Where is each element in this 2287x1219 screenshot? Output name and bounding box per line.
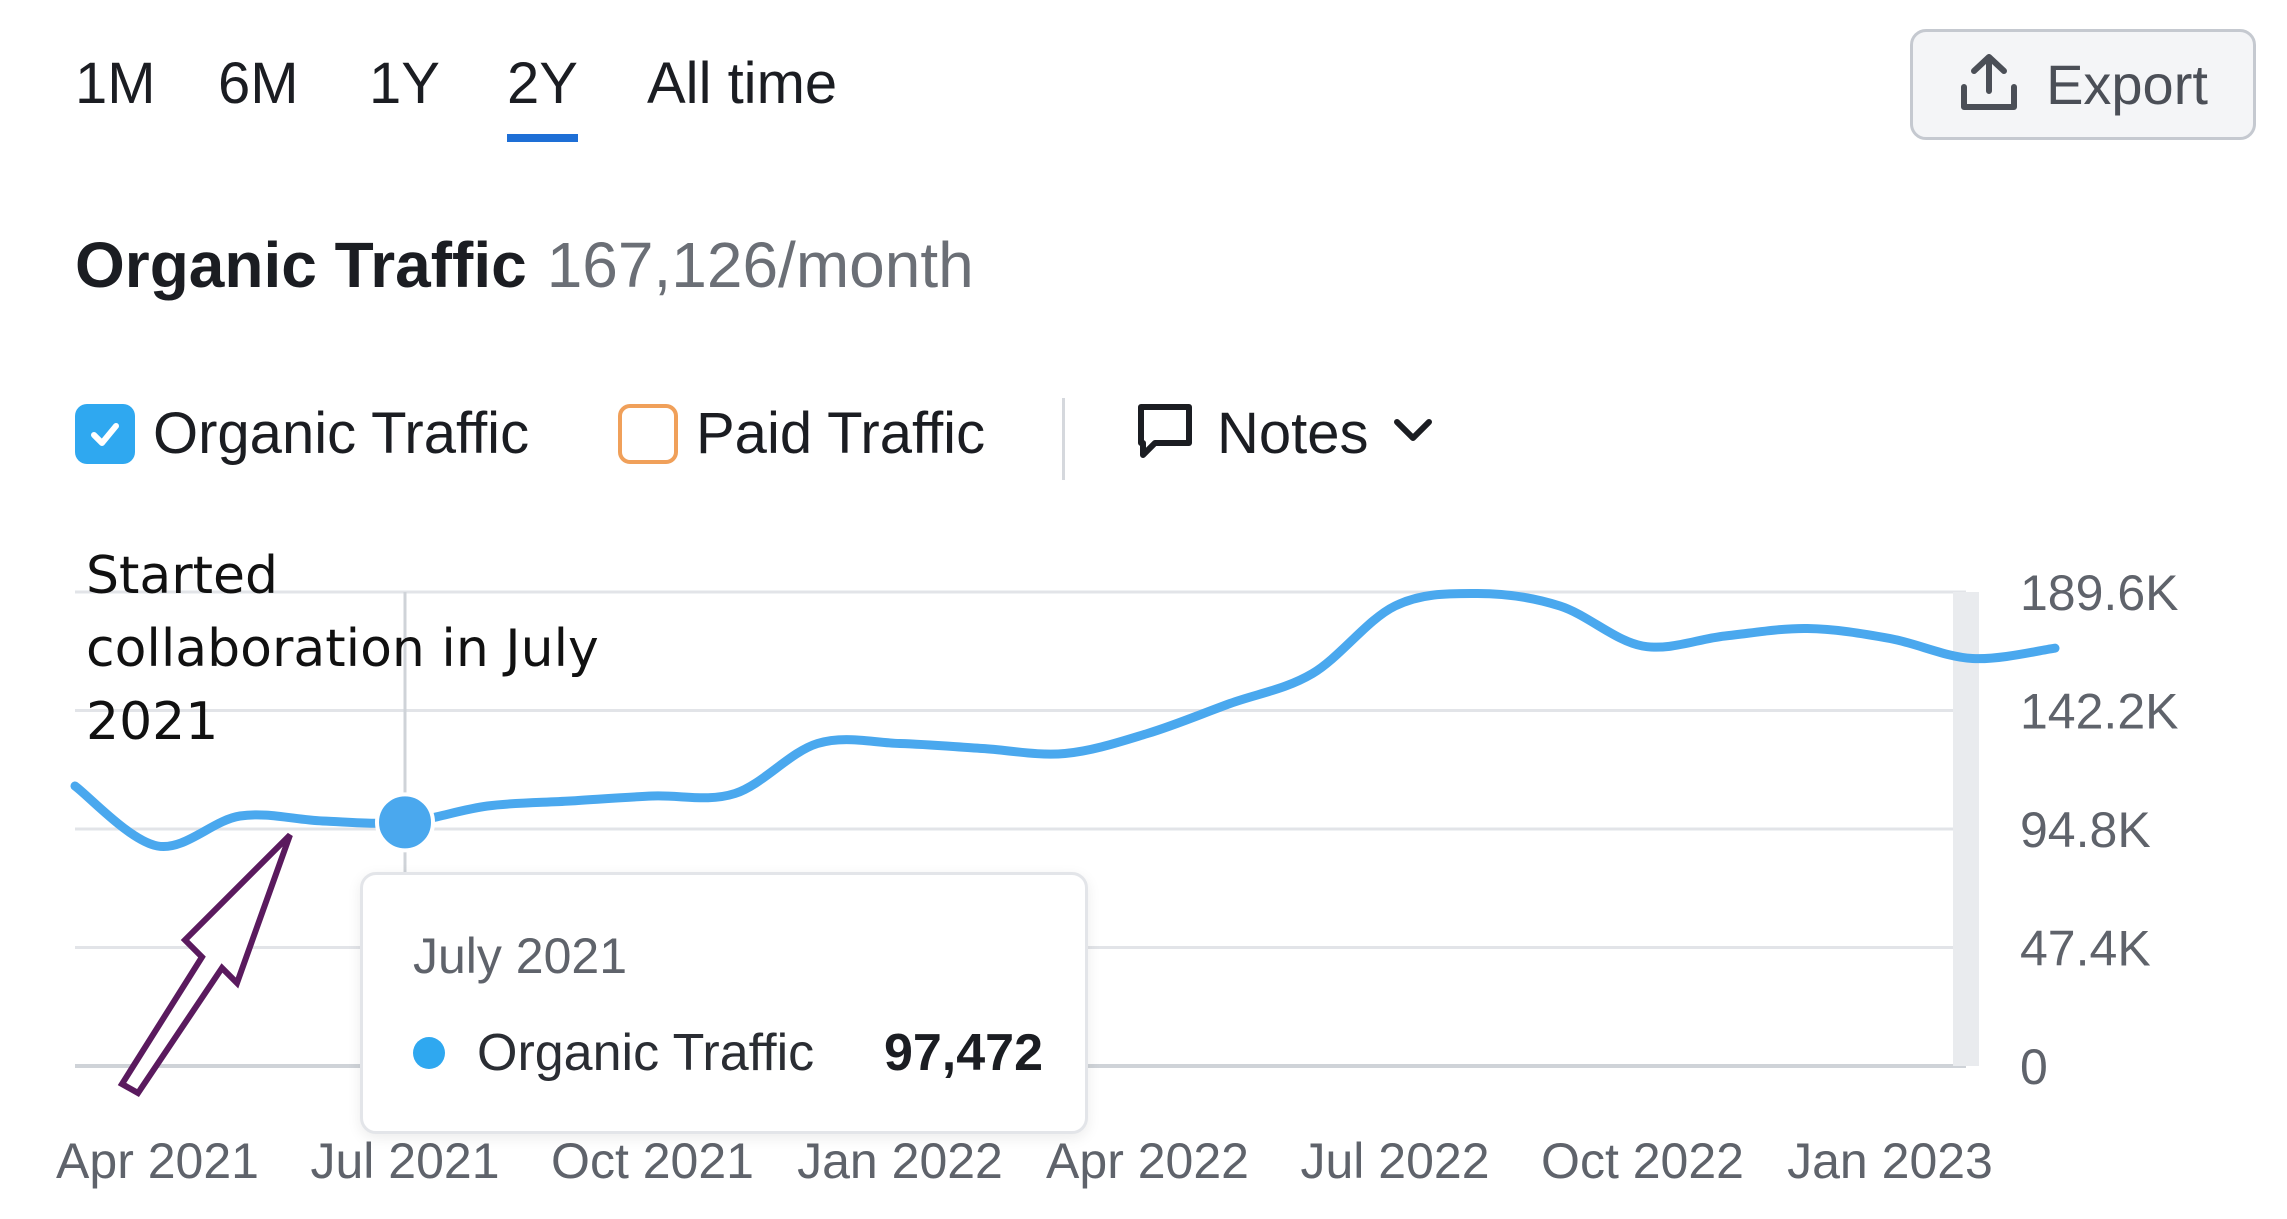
x-tick-label: Apr 2021 xyxy=(56,1133,259,1189)
y-tick-label: 94.8K xyxy=(2020,802,2151,858)
legend-paid-toggle[interactable]: Paid Traffic xyxy=(618,400,985,467)
x-tick-label: Apr 2022 xyxy=(1046,1133,1249,1189)
notes-dropdown[interactable]: Notes xyxy=(1135,400,1435,467)
tooltip-value: 97,472 xyxy=(883,1024,1043,1082)
metric-title: Organic Traffic xyxy=(75,229,527,301)
annotation-line-2: collaboration in July xyxy=(86,619,599,679)
upload-icon xyxy=(1958,51,2020,118)
x-tick-label: Jan 2022 xyxy=(797,1133,1003,1189)
annotation-line-3: 2021 xyxy=(86,692,219,752)
export-button[interactable]: Export xyxy=(1910,29,2256,140)
chart-tooltip: July 2021 Organic Traffic 97,472 xyxy=(360,872,1088,1134)
y-tick-label: 189.6K xyxy=(2020,565,2178,621)
legend-paid-label: Paid Traffic xyxy=(696,401,986,466)
organic-checkbox[interactable] xyxy=(75,403,135,464)
notes-label: Notes xyxy=(1217,401,1369,466)
annotation-line-1: Started xyxy=(86,546,279,606)
tooltip-series-name: Organic Traffic xyxy=(477,1024,815,1082)
annotation-text: Started collaboration in July 2021 xyxy=(86,540,646,759)
checkmark-icon xyxy=(91,422,119,446)
legend-divider xyxy=(1062,398,1065,480)
export-label: Export xyxy=(2046,53,2208,116)
paid-checkbox[interactable] xyxy=(618,403,678,464)
y-tick-label: 142.2K xyxy=(2020,684,2178,740)
y-axis-labels: 189.6K 142.2K 94.8K 47.4K 0 xyxy=(2020,565,2178,1095)
legend-organic-toggle[interactable]: Organic Traffic xyxy=(75,400,529,467)
tooltip-date: July 2021 xyxy=(413,928,628,984)
tab-6m[interactable]: 6M xyxy=(218,51,299,116)
speech-bubble-icon xyxy=(1135,401,1195,466)
y-tick-label: 47.4K xyxy=(2020,921,2151,977)
tab-all-time[interactable]: All time xyxy=(647,51,838,116)
highlight-point[interactable] xyxy=(375,792,435,853)
x-tick-label: Oct 2021 xyxy=(551,1133,754,1189)
metric-value: 167,126/month xyxy=(546,229,974,301)
tab-1y[interactable]: 1Y xyxy=(369,51,440,116)
legend-organic-label: Organic Traffic xyxy=(153,401,530,466)
x-axis-labels: Apr 2021 Jul 2021 Oct 2021 Jan 2022 Apr 2022… xyxy=(56,1133,1993,1189)
tooltip-series-dot xyxy=(413,1037,445,1069)
annotation-arrow xyxy=(117,832,293,1097)
x-tick-label: Jul 2021 xyxy=(310,1133,499,1189)
chart-right-shade xyxy=(1953,592,1979,1066)
tab-2y[interactable]: 2Y xyxy=(507,51,578,142)
tab-1m[interactable]: 1M xyxy=(75,51,156,116)
y-tick-label: 0 xyxy=(2020,1039,2048,1095)
chevron-down-icon xyxy=(1391,416,1435,451)
tooltip-row: Organic Traffic 97,472 xyxy=(413,1023,1043,1083)
x-tick-label: Jan 2023 xyxy=(1787,1133,1993,1189)
x-tick-label: Oct 2022 xyxy=(1541,1133,1744,1189)
x-tick-label: Jul 2022 xyxy=(1300,1133,1489,1189)
page-title: Organic Traffic 167,126/month xyxy=(75,228,974,302)
